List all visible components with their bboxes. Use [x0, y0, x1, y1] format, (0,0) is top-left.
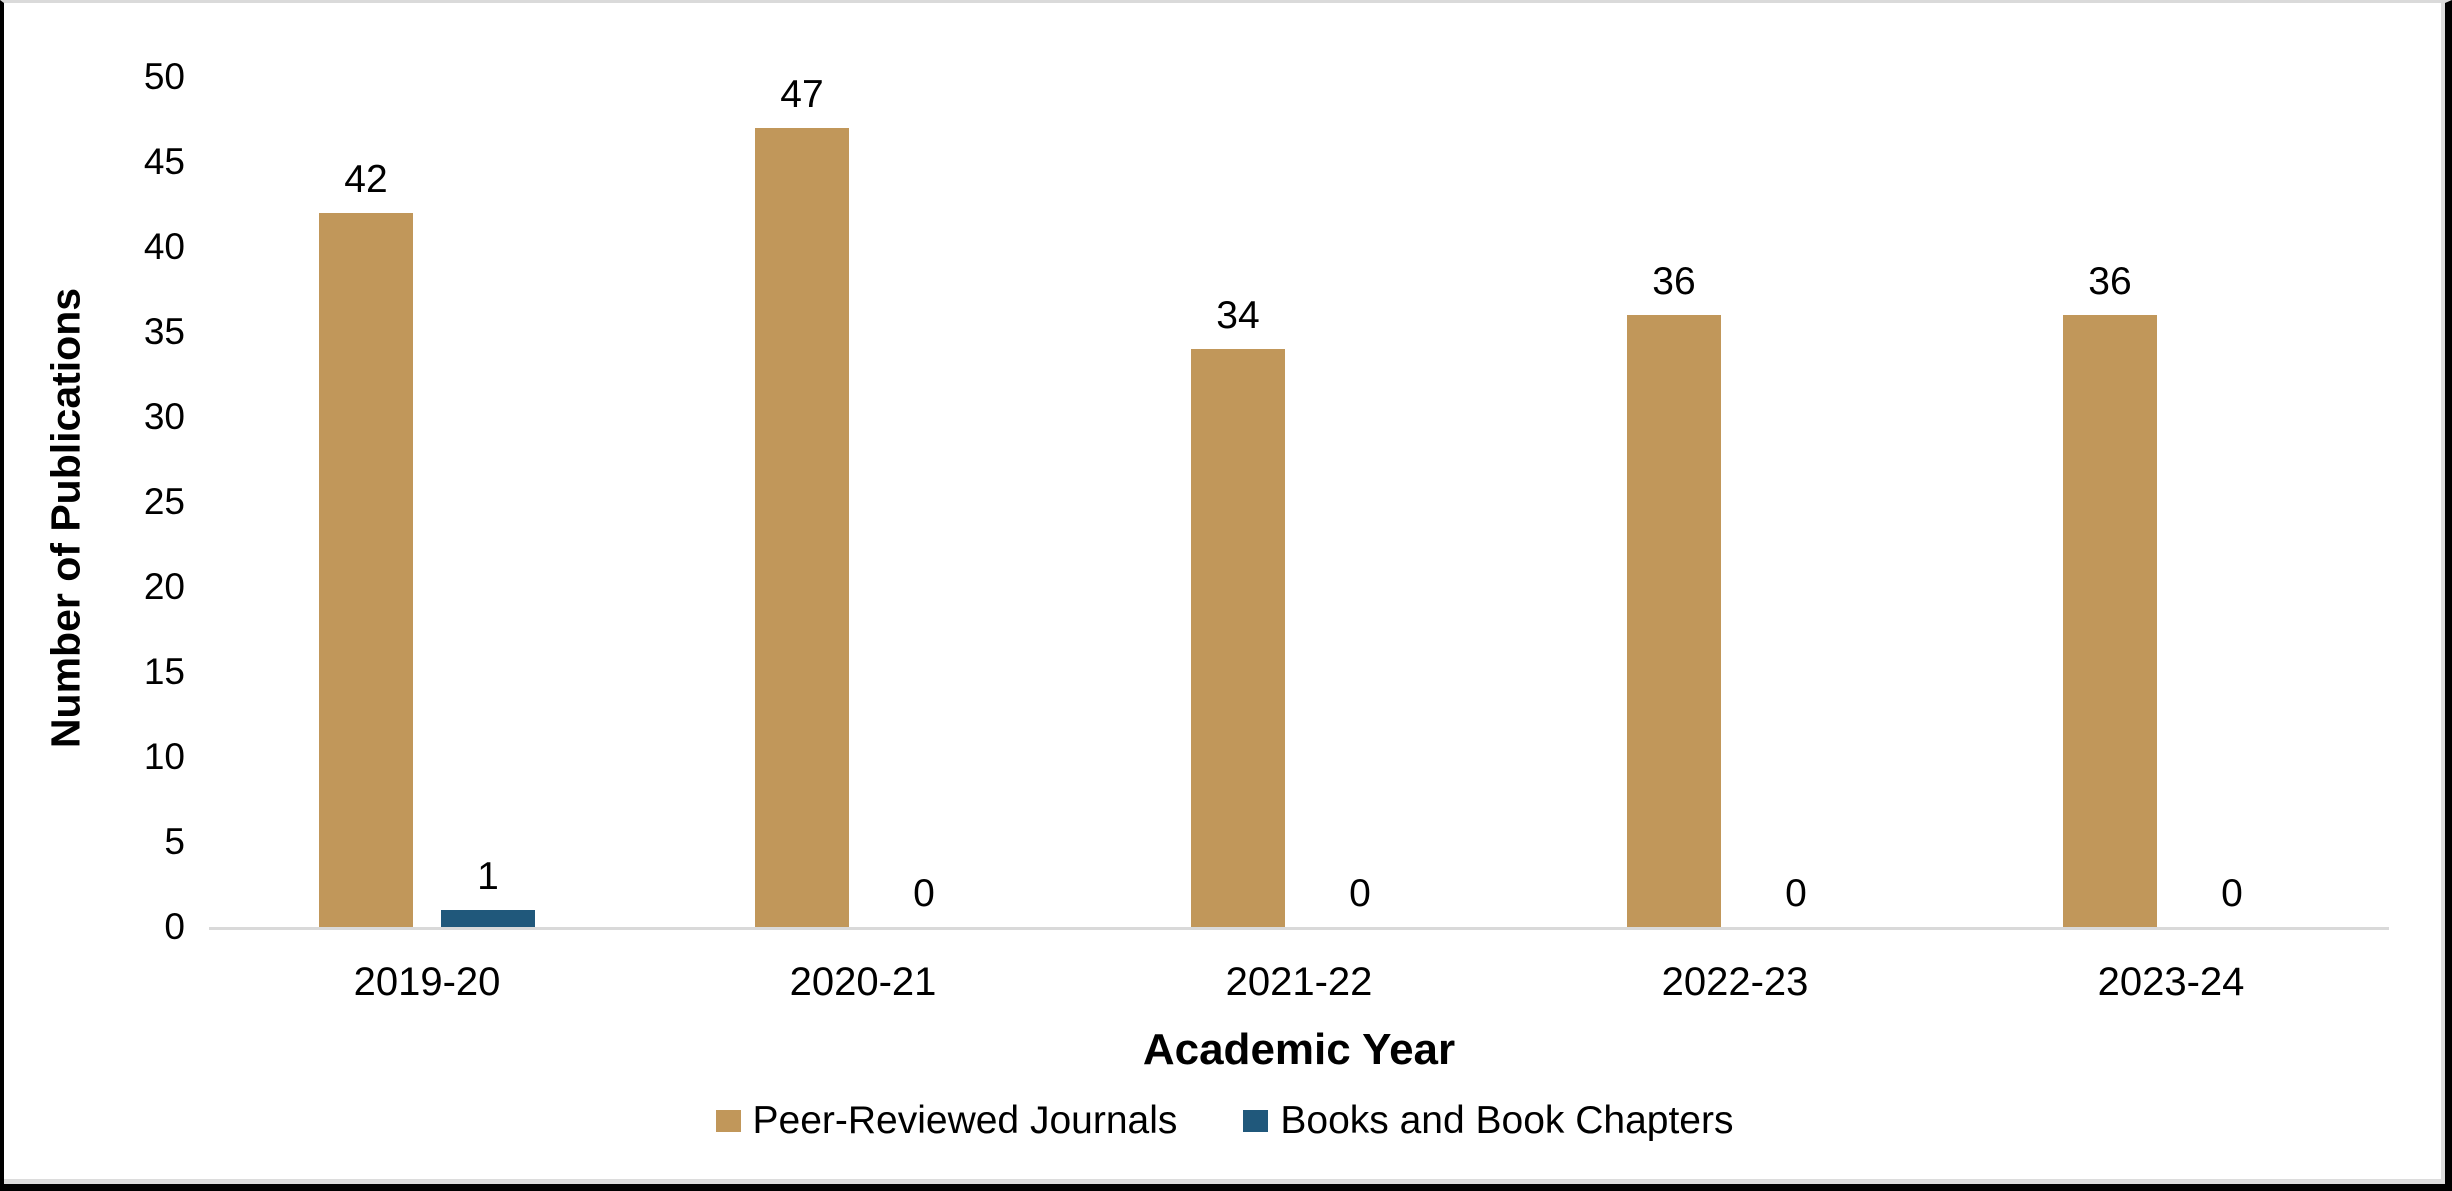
y-tick-label: 45 [143, 141, 185, 182]
data-label-books-2022-23: 0 [1785, 872, 1807, 915]
legend-label: Peer-Reviewed Journals [752, 1099, 1178, 1142]
data-label-books-2020-21: 0 [913, 872, 935, 915]
y-tick-label: 35 [143, 311, 185, 352]
bar-journals-2020-21 [755, 128, 849, 927]
legend: Peer-Reviewed Journals Books and Book Cha… [4, 1097, 2445, 1145]
data-label-books-2021-22: 0 [1349, 872, 1371, 915]
y-tick-label: 30 [143, 396, 185, 437]
chart-border-bottom [4, 1179, 2445, 1184]
legend-swatch-icon [1243, 1110, 1269, 1132]
y-tick-label: 40 [143, 226, 185, 267]
y-tick-label: 25 [143, 481, 185, 522]
data-label-journals-2022-23: 36 [1652, 260, 1696, 303]
y-tick-label: 15 [143, 651, 185, 692]
chart-plot-area: 0 5 10 15 20 25 30 35 40 45 50 2019-20 42 1 2020-21 47 0… [4, 3, 2445, 1184]
legend-swatch-icon [715, 1110, 741, 1132]
data-label-journals-2021-22: 34 [1216, 294, 1260, 337]
bar-journals-2022-23 [1627, 315, 1721, 927]
data-label-journals-2023-24: 36 [2088, 260, 2132, 303]
y-tick-label: 10 [143, 736, 185, 777]
y-tick-label: 0 [164, 906, 185, 947]
y-tick-label: 5 [164, 821, 185, 862]
chart-border-right [2441, 3, 2445, 1184]
y-tick-label: 50 [143, 56, 185, 97]
bar-journals-2023-24 [2063, 315, 2157, 927]
bar-journals-2021-22 [1191, 349, 1285, 927]
bar-books-2019-20 [441, 910, 535, 927]
x-tick-label: 2023-24 [2097, 960, 2245, 1004]
x-tick-label: 2022-23 [1661, 960, 1809, 1004]
data-label-books-2019-20: 1 [477, 855, 499, 898]
data-label-books-2023-24: 0 [2221, 872, 2243, 915]
x-axis-title: Academic Year [1142, 1025, 1456, 1074]
y-axis-title: Number of Publications [42, 287, 89, 749]
data-label-journals-2020-21: 47 [780, 73, 824, 116]
x-tick-label: 2021-22 [1225, 960, 1373, 1004]
legend-item: Peer-Reviewed Journals [715, 1099, 1178, 1143]
legend-label: Books and Book Chapters [1280, 1099, 1734, 1142]
legend-item: Books and Book Chapters [1243, 1099, 1733, 1143]
x-tick-label: 2020-21 [789, 960, 937, 1004]
x-axis-line [209, 927, 2389, 930]
x-tick-label: 2019-20 [353, 960, 501, 1004]
y-tick-label: 20 [143, 566, 185, 607]
bar-journals-2019-20 [319, 213, 413, 927]
data-label-journals-2019-20: 42 [344, 158, 388, 201]
